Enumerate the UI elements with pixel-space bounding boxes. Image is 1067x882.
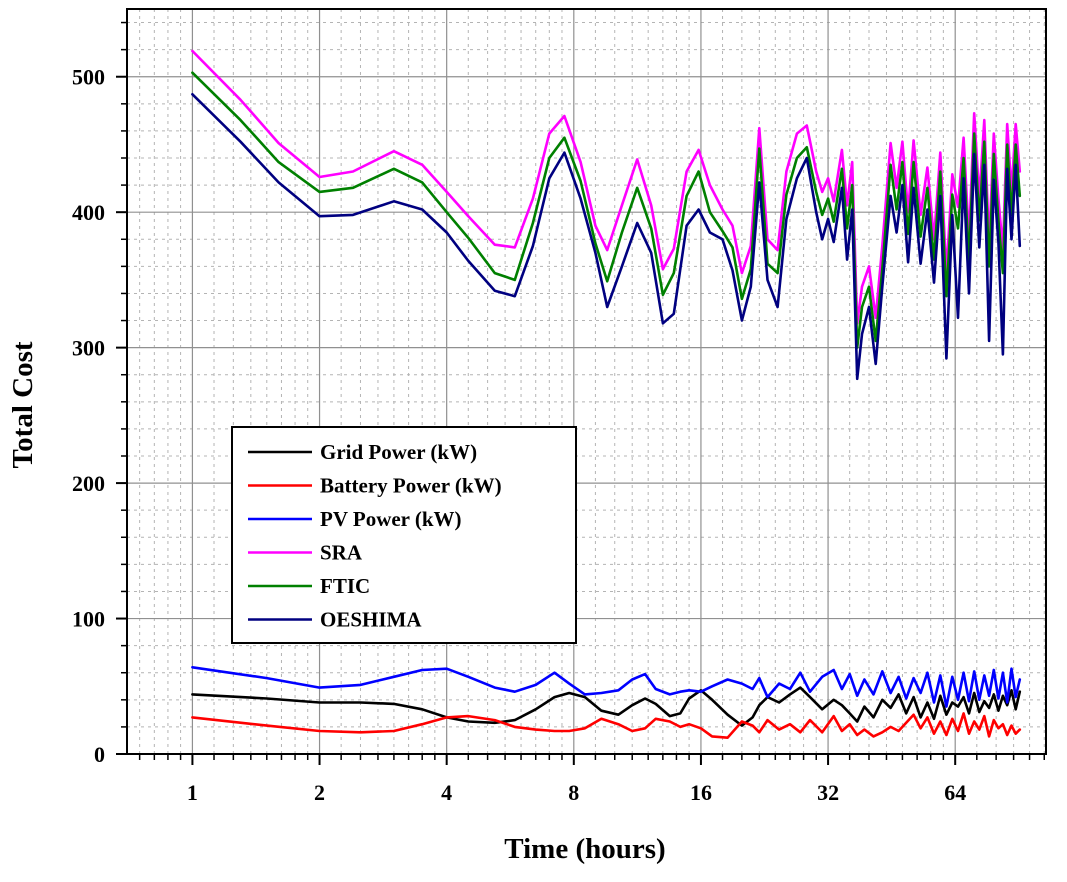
- legend-label: OESHIMA: [320, 608, 422, 632]
- plot-frame: [126, 8, 1047, 755]
- series-line: [191, 712, 1022, 739]
- x-axis-title: Time (hours): [504, 833, 665, 865]
- legend-label: PV Power (kW): [320, 507, 462, 531]
- legend: Grid Power (kW) Battery Power (kW) PV Powe…: [231, 426, 577, 644]
- y-axis-title: Total Cost: [7, 341, 39, 468]
- series-line: [191, 686, 1022, 727]
- legend-box: [231, 426, 577, 644]
- y-tick-label: 500: [72, 65, 105, 90]
- y-tick-label: 100: [72, 607, 105, 632]
- series-line: [191, 93, 1022, 381]
- series-line: [191, 666, 1022, 708]
- x-tick-label: 4: [441, 780, 452, 805]
- series-line: [191, 71, 1022, 349]
- x-tick-label: 64: [944, 780, 966, 805]
- y-tick-label: 200: [72, 471, 105, 496]
- x-tick-labels: 1 2 4 8 16 32 64: [187, 780, 966, 805]
- y-tick-label: 0: [94, 742, 105, 767]
- legend-label: Battery Power (kW): [320, 474, 502, 498]
- x-tick-label: 32: [817, 780, 839, 805]
- series-line: [191, 49, 1022, 325]
- x-tick-label: 2: [314, 780, 325, 805]
- legend-label: SRA: [320, 541, 363, 565]
- x-tick-label: 16: [690, 780, 712, 805]
- y-tick-label: 400: [72, 200, 105, 225]
- series-layer: [191, 49, 1022, 739]
- y-tick-labels: 0 100 200 300 400 500: [72, 65, 105, 767]
- legend-label: Grid Power (kW): [320, 440, 477, 464]
- axis-ticks: [116, 21, 1045, 765]
- x-tick-label: 1: [187, 780, 198, 805]
- x-tick-label: 8: [568, 780, 579, 805]
- legend-label: FTIC: [320, 574, 370, 598]
- y-tick-label: 300: [72, 336, 105, 361]
